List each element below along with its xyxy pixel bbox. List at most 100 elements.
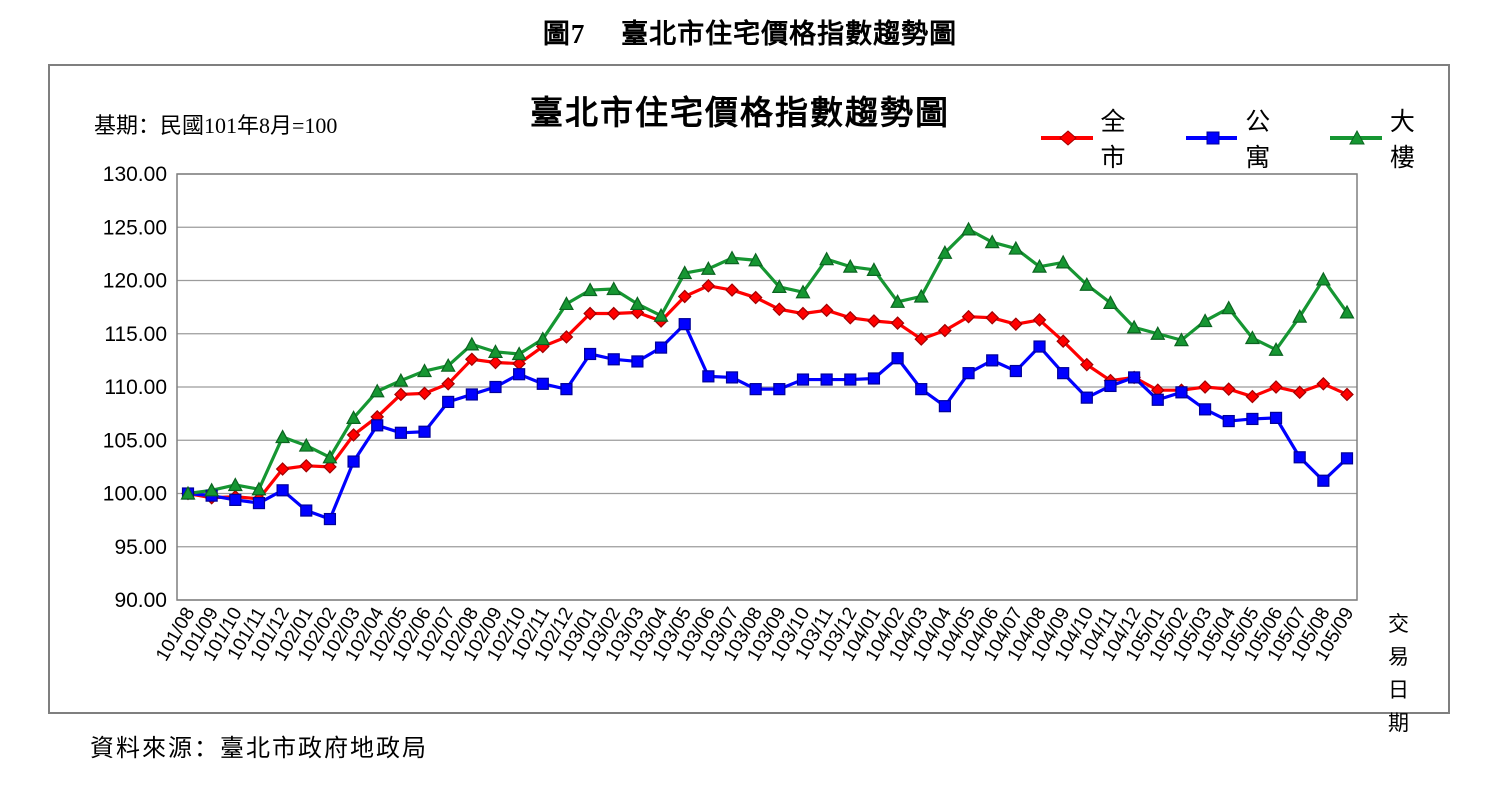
legend-marker-triangle-icon bbox=[1330, 130, 1382, 145]
data-point-diamond bbox=[275, 462, 290, 476]
data-point-square bbox=[1198, 403, 1212, 416]
data-point-triangle bbox=[582, 282, 598, 297]
y-tick-label: 105.00 bbox=[103, 429, 167, 452]
data-point-triangle bbox=[1055, 254, 1071, 269]
data-point-triangle bbox=[275, 429, 291, 444]
y-tick-label: 90.00 bbox=[114, 589, 167, 612]
legend-label: 全市 bbox=[1100, 109, 1132, 172]
data-point-square bbox=[844, 373, 857, 386]
series-line-2 bbox=[187, 227, 1349, 496]
data-point-square bbox=[654, 341, 668, 354]
data-point-triangle bbox=[1197, 313, 1213, 328]
data-point-triangle bbox=[771, 279, 787, 293]
data-point-diamond bbox=[1079, 357, 1094, 372]
data-point-square bbox=[773, 383, 786, 396]
data-point-square bbox=[442, 395, 455, 409]
data-point-square bbox=[252, 496, 266, 510]
data-point-square bbox=[347, 455, 360, 468]
data-point-diamond bbox=[725, 283, 739, 297]
data-point-diamond bbox=[464, 352, 479, 367]
data-point-diamond bbox=[772, 302, 787, 317]
x-axis-title-line1: 交易 bbox=[1388, 612, 1419, 669]
y-tick-label: 125.00 bbox=[103, 216, 167, 239]
data-point-triangle bbox=[1173, 332, 1189, 347]
figure-caption: 圖7 臺北市住宅價格指數趨勢圖 bbox=[542, 19, 958, 49]
data-point-triangle bbox=[1315, 271, 1331, 286]
series-line-0 bbox=[187, 284, 1348, 501]
data-point-diamond bbox=[1009, 317, 1023, 332]
data-point-triangle bbox=[700, 261, 716, 275]
data-point-square bbox=[1293, 451, 1306, 464]
data-point-square bbox=[1033, 340, 1046, 353]
data-point-triangle bbox=[393, 372, 409, 387]
data-point-square bbox=[1128, 371, 1141, 384]
data-point-diamond bbox=[323, 460, 337, 474]
data-point-square bbox=[513, 368, 526, 381]
data-point-diamond bbox=[346, 428, 361, 442]
data-point-square bbox=[986, 354, 999, 367]
legend-marker-square-icon bbox=[1185, 131, 1238, 145]
data-point-diamond bbox=[796, 306, 810, 321]
data-point-diamond bbox=[843, 310, 858, 325]
data-point-diamond bbox=[1269, 380, 1283, 394]
data-point-square bbox=[465, 388, 478, 401]
data-point-triangle bbox=[204, 482, 220, 497]
data-point-triangle bbox=[890, 294, 906, 308]
data-point-square bbox=[560, 383, 573, 396]
y-tick-label: 130.00 bbox=[103, 163, 167, 186]
data-point-triangle bbox=[1032, 258, 1048, 273]
data-point-square bbox=[394, 426, 407, 439]
data-point-triangle bbox=[842, 258, 858, 273]
data-point-triangle bbox=[748, 252, 764, 267]
data-point-diamond bbox=[819, 303, 834, 318]
base-period-note: 基期：民國101年8月=100 bbox=[94, 113, 338, 138]
legend-item-apartment: 公寓 bbox=[1185, 102, 1304, 174]
series-markers-2 bbox=[180, 221, 1355, 500]
data-point-square bbox=[891, 352, 904, 365]
data-point-triangle bbox=[440, 357, 456, 372]
legend-item-citywide: 全市 bbox=[1040, 102, 1159, 174]
data-point-square bbox=[725, 371, 739, 384]
data-point-square bbox=[584, 347, 597, 361]
data-point-square bbox=[796, 373, 810, 386]
y-tick-label: 120.00 bbox=[103, 270, 167, 293]
data-point-square bbox=[418, 425, 431, 438]
data-point-triangle bbox=[724, 250, 740, 265]
data-point-square bbox=[749, 383, 762, 396]
data-point-triangle bbox=[866, 262, 882, 276]
data-point-triangle bbox=[1292, 308, 1308, 323]
data-point-triangle bbox=[346, 410, 362, 424]
series-line-1 bbox=[187, 322, 1349, 521]
data-point-diamond bbox=[559, 330, 574, 344]
data-point-triangle bbox=[417, 363, 433, 378]
data-point-triangle bbox=[653, 307, 669, 322]
data-point-square bbox=[607, 353, 620, 366]
data-point-square bbox=[1222, 414, 1235, 428]
data-point-diamond bbox=[1056, 334, 1071, 349]
data-point-diamond bbox=[417, 386, 432, 401]
legend-label: 公寓 bbox=[1245, 109, 1277, 172]
data-point-triangle bbox=[511, 346, 527, 361]
data-point-diamond bbox=[394, 387, 408, 402]
data-point-square bbox=[229, 493, 242, 506]
data-point-triangle bbox=[677, 265, 693, 280]
data-point-square bbox=[323, 512, 337, 526]
data-point-triangle bbox=[227, 477, 243, 492]
data-point-square bbox=[820, 373, 833, 386]
data-point-triangle bbox=[795, 284, 811, 299]
data-point-diamond bbox=[938, 323, 952, 338]
data-point-triangle bbox=[251, 481, 267, 496]
data-point-triangle bbox=[961, 221, 977, 236]
data-point-triangle bbox=[819, 251, 835, 266]
data-point-triangle bbox=[180, 485, 196, 500]
data-point-triangle bbox=[629, 296, 645, 311]
data-point-diamond bbox=[890, 316, 905, 330]
data-point-triangle bbox=[913, 288, 929, 303]
data-point-square bbox=[1317, 474, 1330, 487]
data-source-note: 資料來源：臺北市政府地政局 bbox=[90, 736, 428, 762]
data-point-diamond bbox=[1032, 313, 1047, 327]
data-point-diamond bbox=[1198, 380, 1212, 394]
data-point-square bbox=[1009, 364, 1022, 378]
data-point-triangle bbox=[558, 296, 574, 311]
data-point-triangle bbox=[1126, 319, 1142, 334]
